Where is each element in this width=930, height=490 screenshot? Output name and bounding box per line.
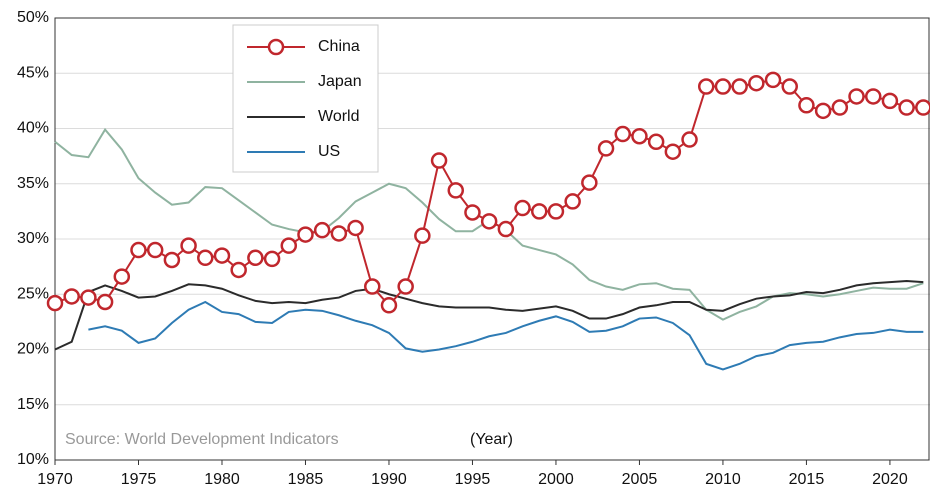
point (330, 225, 348, 242)
point (96, 293, 114, 311)
x-axis-label: (Year) (470, 431, 513, 448)
y-tick-label: 15% (17, 396, 49, 413)
legend-label: US (318, 143, 340, 160)
x-tick-label: 2005 (622, 471, 658, 488)
y-tick-label: 10% (17, 451, 49, 468)
point (397, 278, 414, 295)
point (263, 250, 281, 268)
point (731, 78, 748, 95)
series-line (54, 78, 924, 307)
point (247, 249, 264, 267)
point (63, 288, 80, 305)
point (531, 203, 548, 220)
point (647, 133, 665, 151)
y-tick-label: 40% (17, 120, 49, 137)
point (230, 261, 247, 279)
x-tick-label: 2010 (705, 471, 741, 488)
point (697, 78, 715, 95)
point (146, 241, 164, 259)
point (664, 143, 682, 160)
x-tick-label: 2015 (789, 471, 825, 488)
point (864, 88, 882, 105)
point (280, 237, 298, 254)
point (547, 203, 565, 220)
point (197, 249, 214, 267)
point (414, 227, 431, 244)
x-tick-label: 1995 (455, 471, 491, 488)
legend-label: World (318, 108, 360, 125)
point (781, 78, 798, 95)
point (614, 125, 631, 143)
point (915, 99, 930, 116)
y-tick-label: 25% (17, 285, 49, 302)
point (597, 140, 615, 157)
point (848, 88, 865, 105)
point (313, 221, 331, 239)
point (748, 74, 765, 92)
legend-label: Japan (318, 73, 362, 90)
plot-frame (54, 17, 930, 461)
y-tick-label: 20% (17, 341, 49, 358)
x-tick-label: 1970 (37, 471, 73, 488)
point (447, 182, 465, 199)
x-tick-label: 1980 (204, 471, 240, 488)
source-note: Source: World Development Indicators (65, 431, 339, 448)
point (464, 204, 481, 221)
point (364, 278, 381, 295)
y-tick-label: 35% (17, 175, 49, 192)
point (130, 241, 147, 259)
point (581, 174, 598, 191)
point (564, 193, 581, 210)
y-tick-label: 45% (17, 64, 49, 81)
series-line (88, 300, 924, 371)
x-tick-label: 1985 (288, 471, 324, 488)
point (80, 289, 97, 306)
point (497, 220, 515, 238)
point (631, 127, 648, 145)
point (881, 92, 899, 110)
point (681, 131, 698, 148)
point (113, 268, 131, 285)
point (180, 237, 197, 254)
y-tick-label: 30% (17, 230, 49, 247)
series-line (54, 279, 924, 351)
point (380, 297, 398, 314)
point (347, 219, 364, 237)
point (46, 294, 64, 312)
x-tick-label: 2000 (538, 471, 574, 488)
y-tick-label: 50% (17, 9, 49, 26)
point (480, 213, 498, 230)
point (213, 247, 231, 264)
legend-marker (267, 38, 285, 56)
legend-label: China (318, 38, 360, 55)
legend: China Japan World US (232, 24, 379, 173)
point (814, 102, 832, 120)
point (163, 251, 181, 269)
point (297, 226, 314, 243)
point (898, 99, 915, 116)
point (514, 199, 531, 217)
point (430, 152, 448, 169)
point (798, 97, 815, 114)
point (831, 99, 849, 116)
legend-box (232, 24, 379, 173)
x-tick-label: 1975 (121, 471, 157, 488)
x-tick-label: 2020 (872, 471, 908, 488)
point (764, 71, 782, 89)
x-tick-label: 1990 (371, 471, 407, 488)
point (714, 78, 732, 95)
